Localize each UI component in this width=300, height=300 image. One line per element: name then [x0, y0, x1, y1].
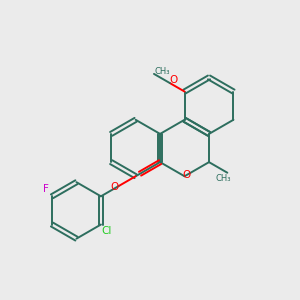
Text: O: O — [170, 75, 178, 85]
Text: O: O — [182, 170, 190, 180]
Text: CH₃: CH₃ — [154, 68, 170, 76]
Text: F: F — [43, 184, 49, 194]
Text: Cl: Cl — [102, 226, 112, 236]
Text: CH₃: CH₃ — [216, 174, 231, 183]
Text: O: O — [110, 182, 119, 192]
